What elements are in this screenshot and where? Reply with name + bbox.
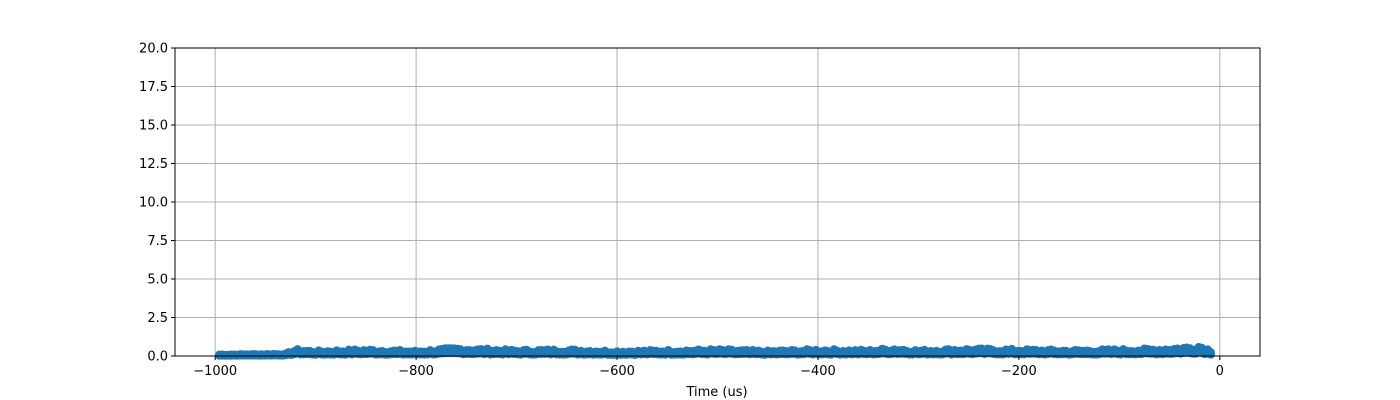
y-axis: 0.0 2.5 5.0 7.5 10.0 12.5 15.0 17.5 20.0 bbox=[139, 42, 175, 365]
y-tick-label: 2.5 bbox=[147, 311, 168, 326]
x-tick-label: 0 bbox=[1216, 364, 1224, 379]
y-tick-label: 5.0 bbox=[147, 273, 168, 288]
x-tick-label: −400 bbox=[800, 364, 836, 379]
y-tick-label: 7.5 bbox=[147, 234, 168, 249]
y-tick-label: 20.0 bbox=[139, 42, 168, 57]
x-axis-title: Time (us) bbox=[685, 385, 747, 400]
y-tick-label: 15.0 bbox=[139, 119, 168, 134]
x-axis: −1000 −800 −600 −400 −200 0 bbox=[193, 356, 1224, 379]
x-tick-label: −1000 bbox=[193, 364, 237, 379]
data-point bbox=[1206, 350, 1215, 359]
y-tick-label: 10.0 bbox=[139, 196, 168, 211]
y-tick-label: 12.5 bbox=[139, 157, 168, 172]
x-tick-label: −600 bbox=[599, 364, 635, 379]
y-tick-label: 17.5 bbox=[139, 80, 168, 95]
y-tick-label: 0.0 bbox=[147, 350, 168, 365]
x-tick-label: −200 bbox=[1001, 364, 1037, 379]
x-tick-label: −800 bbox=[398, 364, 434, 379]
